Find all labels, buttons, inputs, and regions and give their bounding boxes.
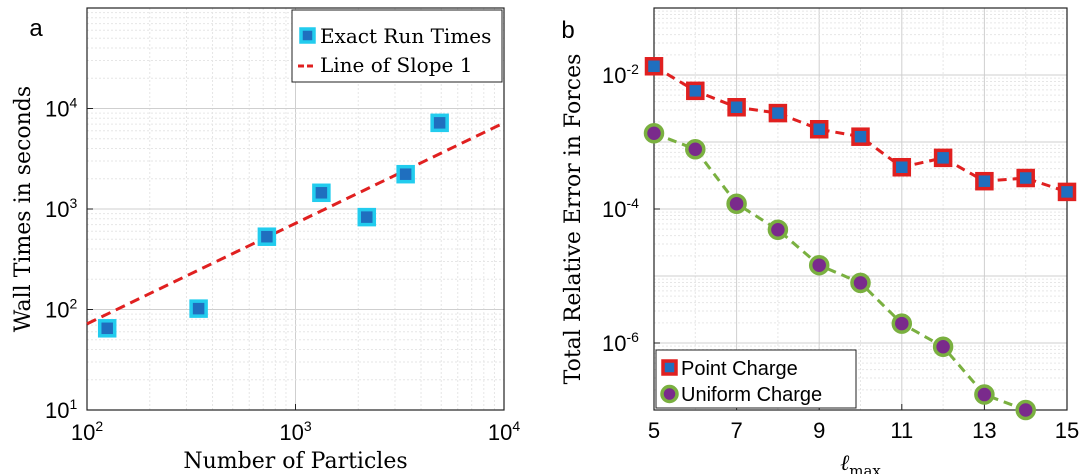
uniform-charge-marker [1015, 399, 1036, 421]
uniform-charge-marker [685, 138, 706, 160]
legend-marker-uniform [660, 384, 679, 404]
uniform-charge-marker [850, 272, 871, 294]
x-tick-label: 11 [890, 418, 913, 443]
uniform-charge-marker [767, 219, 789, 241]
data-point-marker [312, 183, 331, 203]
uniform-charge-marker [726, 193, 747, 214]
legend-marker-point [661, 359, 678, 376]
x-tick-label-exponent: 3 [304, 418, 312, 434]
point-charge-marker [1057, 182, 1077, 202]
panel-letter-a: a [29, 15, 43, 42]
legend-label-slope: Line of Slope 1 [320, 53, 472, 77]
data-point-marker [189, 299, 208, 318]
y-tick-label-base: 10 [45, 298, 69, 323]
y-tick-label-exponent: 1 [69, 396, 77, 412]
x-axis-label-subscript: max [849, 462, 881, 474]
point-charge-marker [809, 119, 829, 139]
y-tick-label: 10-4 [602, 195, 639, 222]
y-tick-label-exponent: -2 [626, 61, 639, 77]
x-axis-label: ℓmax [840, 451, 881, 474]
legend-box [655, 349, 857, 409]
legend-label-point: Point Charge [681, 358, 798, 380]
x-tick-label-base: 10 [488, 420, 512, 445]
uniform-charge-line [653, 131, 1027, 412]
point-charge-marker [851, 127, 870, 146]
y-tick-label-exponent: 2 [69, 296, 77, 312]
y-tick-label: 103 [45, 195, 77, 222]
x-tick-label: 5 [648, 418, 660, 443]
point-charge-marker [768, 103, 788, 123]
legend-marker-exact [299, 27, 316, 44]
x-tick-label-base: 10 [71, 420, 95, 445]
y-tick-label: 10-6 [602, 329, 639, 356]
y-tick-label: 102 [45, 296, 77, 323]
x-tick-label-exponent: 4 [512, 418, 520, 434]
y-axis-label: Wall Times in seconds [11, 86, 36, 332]
panel-letter-b: b [561, 17, 574, 44]
point-charge-marker [644, 57, 664, 76]
uniform-charge-marker [643, 123, 665, 144]
data-point-marker [430, 113, 449, 133]
y-tick-label: 101 [45, 396, 77, 423]
y-tick-label-exponent: 4 [69, 95, 77, 111]
x-tick-label: 13 [972, 418, 996, 443]
x-tick-label: 15 [1055, 418, 1079, 443]
y-tick-label: 104 [45, 95, 77, 122]
legend: Point Charge Uniform Charge [655, 349, 857, 409]
data-point-marker [257, 227, 277, 246]
y-tick-label-exponent: -6 [626, 329, 639, 345]
uniform-charge-marker [891, 313, 913, 334]
y-tick-label-base: 10 [602, 63, 626, 88]
x-tick-label-base: 10 [279, 420, 303, 445]
slope-line [86, 121, 505, 326]
data-point-marker [396, 164, 415, 184]
y-tick-label: 10-2 [602, 61, 639, 88]
uniform-charge-marker [932, 336, 954, 357]
legend-label-exact: Exact Run Times [320, 24, 491, 48]
point-charge-marker [1016, 168, 1035, 188]
x-tick-label: 9 [813, 418, 825, 443]
data-point-marker [357, 207, 377, 227]
y-tick-label-exponent: -4 [626, 195, 639, 211]
y-tick-label-base: 10 [602, 197, 626, 222]
point-charge-marker [686, 81, 705, 101]
x-tick-label-exponent: 2 [95, 418, 103, 434]
x-tick-label: 7 [730, 418, 742, 443]
legend-label-uniform: Uniform Charge [681, 384, 822, 406]
data-point-marker [97, 319, 117, 338]
legend: Exact Run Times Line of Slope 1 [291, 9, 503, 83]
y-axis-label: Total Relative Error in Forces [561, 54, 586, 385]
uniform-charge-marker [808, 254, 830, 276]
y-tick-label-exponent: 3 [69, 195, 77, 211]
y-tick-label-base: 10 [602, 331, 626, 356]
point-charge-marker [727, 98, 746, 117]
y-tick-label-base: 10 [45, 398, 69, 423]
point-charge-marker [933, 148, 953, 168]
x-tick-label: 104 [488, 418, 520, 445]
point-charge-marker [892, 157, 912, 177]
uniform-charge-marker [974, 384, 995, 405]
x-tick-label: 103 [279, 418, 311, 445]
point-charge-marker [975, 171, 994, 191]
y-tick-label-base: 10 [45, 97, 69, 122]
x-tick-label: 102 [71, 418, 103, 445]
point-charge-line [653, 64, 1068, 194]
y-tick-label-base: 10 [45, 197, 69, 222]
x-axis-label: Number of Particles [183, 449, 407, 474]
legend-box [291, 9, 503, 83]
x-axis-label-main: ℓ [840, 451, 850, 474]
